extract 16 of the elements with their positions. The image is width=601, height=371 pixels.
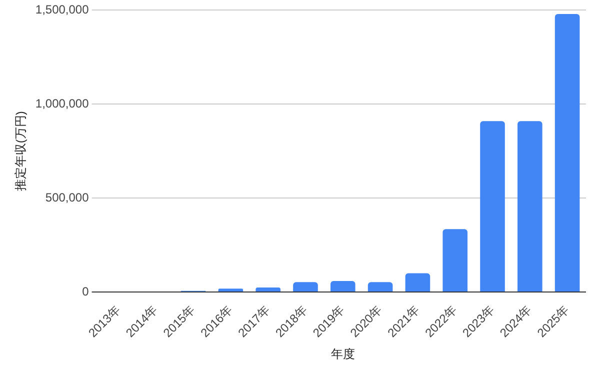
bar [330, 280, 356, 292]
y-tick-label: 1,000,000 [35, 96, 90, 110]
bar [480, 121, 505, 292]
y-tick-label: 500,000 [45, 190, 90, 204]
bar [293, 282, 318, 292]
bar [405, 273, 430, 292]
x-axis-title: 年度 [330, 347, 355, 362]
bar [554, 14, 580, 292]
y-axis-title: 推定年収(万円) [14, 111, 28, 192]
bar [518, 121, 542, 292]
bar [218, 288, 244, 292]
y-tick-label: 1,500,000 [35, 2, 90, 17]
bar [442, 229, 468, 292]
y-tick-label: 0 [82, 284, 90, 298]
bar [368, 282, 393, 292]
bar [256, 288, 280, 292]
